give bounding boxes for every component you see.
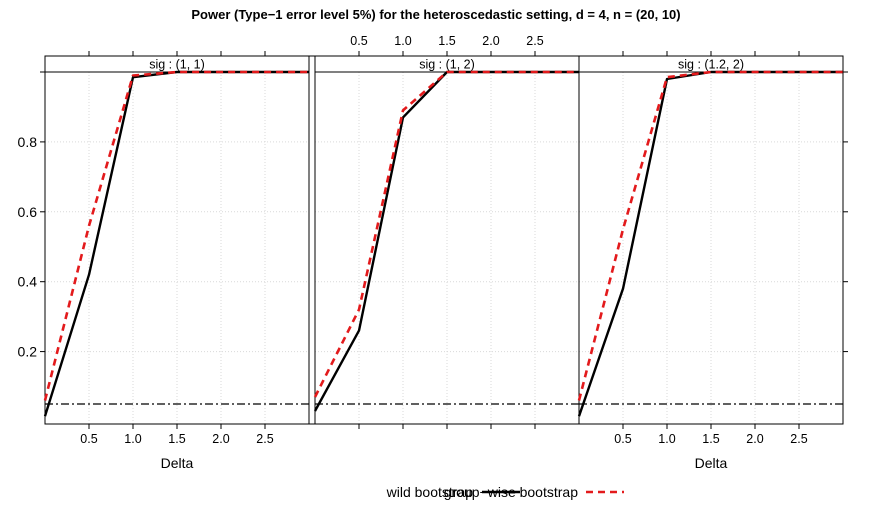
panel-border bbox=[314, 71, 580, 425]
x-tick-label-top: 2.0 bbox=[482, 34, 499, 48]
panel-2: sig : (1, 2) 0.5 1.0 1.5 2.0 2.5 bbox=[313, 34, 580, 429]
series-line-wild-bootstrap bbox=[577, 70, 843, 417]
strip-label: sig : (1, 2) bbox=[419, 58, 475, 72]
panel-1: sig : (1, 1) 0.5 1.0 1.5 2.0 2.5 Delta bbox=[43, 51, 310, 471]
y-axis: 0.2 0.4 0.6 0.8 bbox=[18, 71, 848, 360]
legend: wild bootstrap group−wise bootstrap bbox=[386, 484, 624, 500]
legend-label-group-wise-bootstrap: group−wise bootstrap bbox=[444, 484, 578, 500]
x-axis-label: Delta bbox=[695, 455, 728, 471]
chart-title: Power (Type−1 error level 5%) for the he… bbox=[191, 7, 680, 22]
x-tick-label-top: 1.5 bbox=[438, 34, 455, 48]
strip-label: sig : (1.2, 2) bbox=[678, 58, 744, 72]
x-tick-label: 2.5 bbox=[256, 432, 273, 446]
y-tick-label: 0.6 bbox=[18, 204, 38, 220]
y-tick-label: 0.4 bbox=[18, 274, 38, 290]
series-line-group-wise-bootstrap bbox=[313, 70, 579, 398]
x-tick-label: 1.5 bbox=[702, 432, 719, 446]
x-tick-label: 2.5 bbox=[790, 432, 807, 446]
x-tick-label: 0.5 bbox=[614, 432, 631, 446]
panel-3: sig : (1.2, 2) 0.5 1.0 1.5 2.0 2.5 Delta bbox=[577, 51, 844, 471]
x-tick-label: 1.0 bbox=[658, 432, 675, 446]
legend-label-wild-bootstrap: wild bootstrap bbox=[386, 484, 474, 500]
y-tick-label: 0.8 bbox=[18, 134, 38, 150]
x-tick-label-top: 2.5 bbox=[526, 34, 543, 48]
y-tick-label: 0.2 bbox=[18, 344, 38, 360]
x-tick-label: 2.0 bbox=[212, 432, 229, 446]
series-line-group-wise-bootstrap bbox=[43, 70, 309, 401]
x-tick-label: 1.5 bbox=[168, 432, 185, 446]
strip-label: sig : (1, 1) bbox=[149, 58, 205, 72]
x-tick-label: 1.0 bbox=[124, 432, 141, 446]
x-tick-label: 0.5 bbox=[80, 432, 97, 446]
outer-frame bbox=[44, 55, 844, 425]
x-tick-label-top: 0.5 bbox=[350, 34, 367, 48]
x-tick-label: 2.0 bbox=[746, 432, 763, 446]
x-tick-label-top: 1.0 bbox=[394, 34, 411, 48]
x-axis-label: Delta bbox=[161, 455, 194, 471]
